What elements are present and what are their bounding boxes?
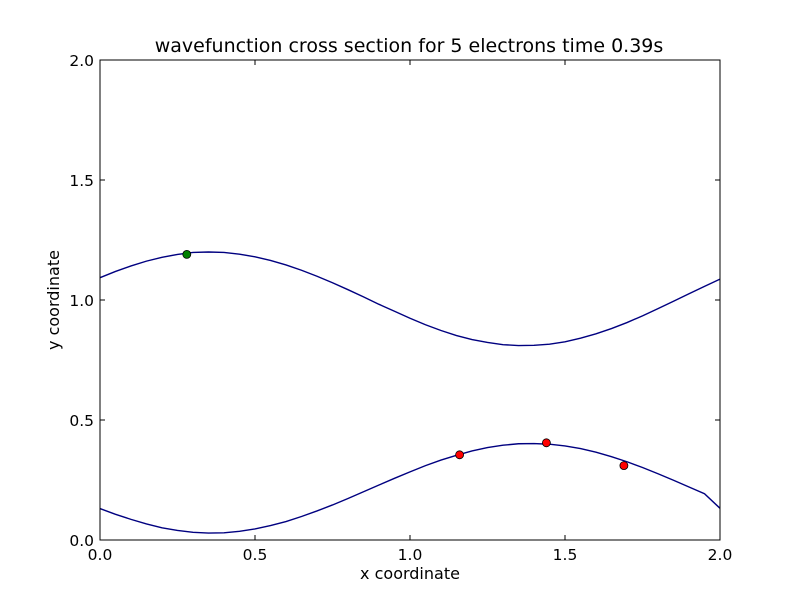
wavefunction-curve-2 — [99, 442, 721, 534]
y-axis-label: y coordinate — [44, 250, 63, 350]
plot-area — [99, 249, 721, 534]
x-axis-label: x coordinate — [360, 564, 460, 583]
axis-ticks: 0.0 0.5 1.0 1.5 2.0 0.0 0.5 1.0 1.5 2.0 — [69, 52, 732, 564]
x-tick-label: 0.0 — [88, 546, 113, 564]
electron-marker-red-1 — [455, 450, 465, 460]
x-tick-label: 1.0 — [398, 546, 423, 564]
electron-marker-red-3 — [619, 461, 629, 471]
y-tick-label: 0.0 — [69, 532, 94, 550]
chart-title: wavefunction cross section for 5 electro… — [155, 35, 664, 57]
x-tick-label: 0.5 — [243, 546, 268, 564]
wavefunction-curve-1 — [99, 251, 721, 347]
y-tick-label: 0.5 — [69, 412, 94, 430]
x-tick-label: 1.5 — [553, 546, 578, 564]
y-tick-label: 2.0 — [69, 52, 94, 70]
y-tick-label: 1.5 — [69, 172, 94, 190]
x-tick-label: 2.0 — [708, 546, 733, 564]
electron-marker-green-1 — [182, 249, 192, 259]
y-tick-label: 1.0 — [69, 292, 94, 310]
electron-marker-red-2 — [542, 438, 551, 448]
